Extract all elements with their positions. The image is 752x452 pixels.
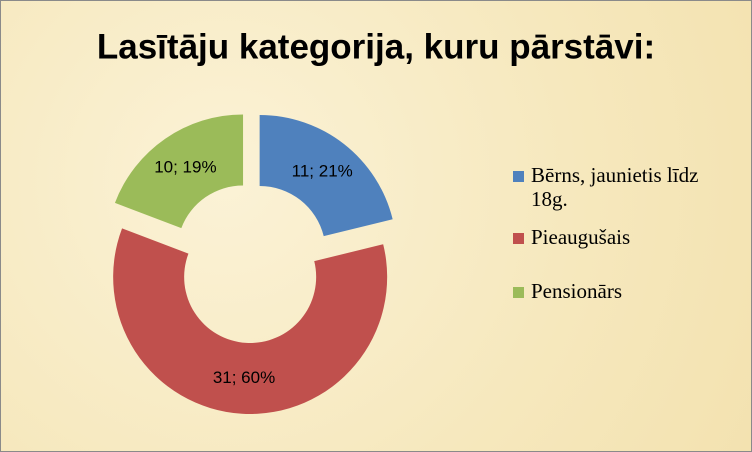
legend-label: Bērns, jaunietis līdz 18g. — [531, 163, 699, 211]
data-label: 11; 21% — [292, 162, 353, 181]
donut-segment — [259, 114, 393, 237]
legend-item: Bērns, jaunietis līdz 18g. — [513, 163, 733, 211]
data-label: 10; 19% — [154, 157, 216, 176]
donut-segment — [114, 114, 244, 229]
legend-swatch — [513, 287, 524, 298]
legend-item: Pensionārs — [513, 279, 733, 303]
legend-swatch — [513, 171, 524, 182]
legend-swatch — [513, 233, 524, 244]
legend: Bērns, jaunietis līdz 18g. Pieaugušais Pen… — [513, 163, 733, 303]
legend-item: Pieaugušais — [513, 225, 733, 249]
chart-title: Lasītāju kategorija, kuru pārstāvi: — [97, 27, 655, 66]
legend-label: Pensionārs — [531, 279, 622, 303]
donut-segment — [113, 228, 388, 414]
legend-label: Pieaugušais — [531, 225, 631, 249]
data-label: 31; 60% — [213, 368, 275, 387]
